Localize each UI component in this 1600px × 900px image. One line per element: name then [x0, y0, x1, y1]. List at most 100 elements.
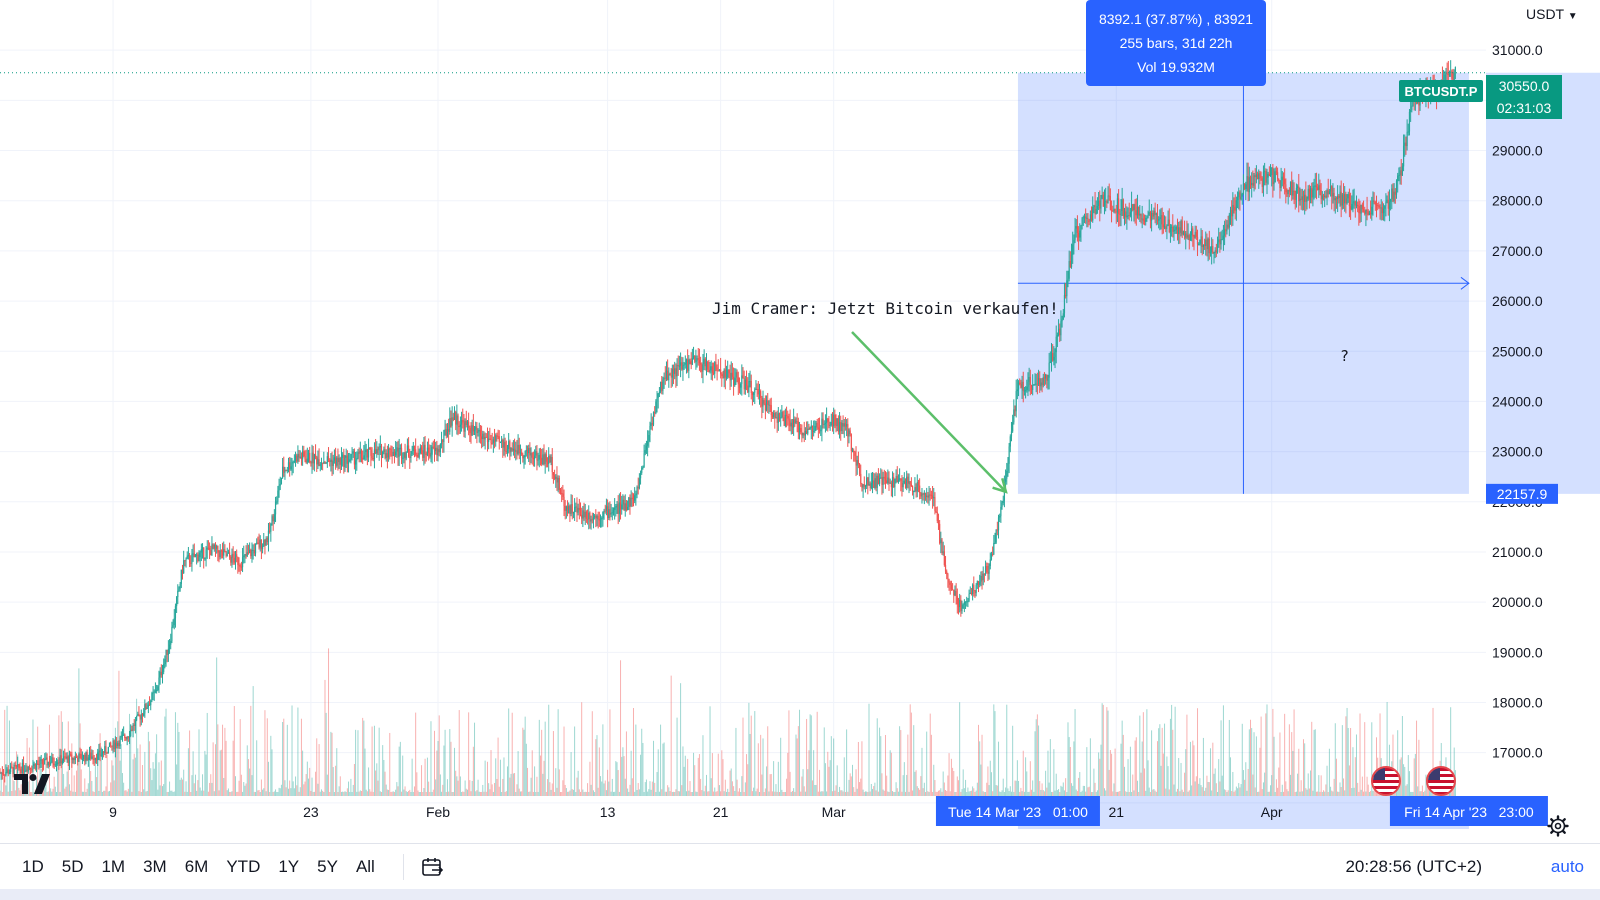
volume-bar [1234, 790, 1236, 796]
candle-body [884, 478, 887, 481]
time-axis[interactable]: 9 23 Feb 13 21 Mar 21 Apr [109, 804, 1283, 820]
candle-body [558, 477, 560, 491]
candle-body [217, 545, 219, 553]
chevron-down-icon: ▼ [1567, 11, 1578, 22]
volume-bar [1139, 715, 1141, 796]
volume-bar [558, 769, 560, 796]
volume-bar [764, 788, 766, 796]
candle-body [1289, 181, 1292, 192]
candle-body [1067, 278, 1069, 281]
volume-bar [1338, 791, 1340, 796]
auto-scale-toggle[interactable]: auto [1550, 857, 1584, 876]
volume-bar [948, 753, 950, 796]
candle-body [1125, 211, 1127, 218]
candle-body [319, 464, 321, 466]
us-flag-event-icon[interactable] [1426, 766, 1456, 796]
candle-body [1066, 280, 1068, 297]
price-chart[interactable]: Jim Cramer: Jetzt Bitcoin verkaufen! ? 8… [0, 0, 1600, 843]
candle-body [141, 714, 144, 716]
volume-bar [410, 792, 412, 796]
candle-body [601, 518, 603, 520]
volume-bar [888, 791, 890, 796]
volume-bar [1015, 780, 1017, 796]
candle-body [1387, 199, 1389, 209]
candle-body [1274, 171, 1276, 183]
clock-timezone[interactable]: 20:28:56 (UTC+2) [1345, 857, 1482, 876]
volume-bar [1018, 780, 1020, 796]
volume-bar [1271, 775, 1273, 796]
volume-bar [398, 746, 400, 796]
us-flag-event-icon[interactable] [1371, 766, 1401, 796]
candle-body [426, 447, 429, 455]
go-to-date-icon[interactable] [420, 855, 444, 879]
range-button-5y[interactable]: 5Y [317, 857, 338, 876]
volume-bar [1085, 791, 1087, 796]
candle-body [472, 425, 474, 432]
volume-bar [834, 790, 836, 796]
volume-bar [694, 765, 696, 796]
volume-bar [66, 771, 68, 796]
candle-body [1196, 236, 1199, 245]
candle-body [1004, 478, 1007, 482]
volume-bar [445, 791, 447, 796]
candle-body [180, 569, 182, 584]
volume-bar [280, 784, 282, 796]
candle-body [517, 444, 519, 454]
candle-body [830, 422, 832, 426]
candle-body [158, 677, 160, 687]
candle-body [444, 429, 446, 431]
volume-bar [501, 792, 503, 796]
candle-body [1179, 227, 1181, 233]
candle-body [306, 458, 308, 463]
volume-bar [384, 771, 386, 796]
range-button-3m[interactable]: 3M [143, 857, 167, 876]
candle-body [1281, 176, 1283, 181]
volume-bar [580, 791, 582, 796]
volume-bar [1335, 758, 1337, 796]
candle-body [725, 377, 728, 379]
range-button-ytd[interactable]: YTD [226, 857, 261, 876]
volume-bar [1109, 750, 1111, 796]
currency-selector[interactable]: USDT ▼ [1526, 6, 1578, 22]
range-button-1d[interactable]: 1D [22, 857, 44, 876]
volume-bar [1047, 750, 1049, 796]
candle-body [644, 450, 646, 454]
volume-bar [1320, 775, 1322, 796]
candle-body [824, 422, 827, 424]
price-axis[interactable]: 16000.017000.018000.019000.020000.021000… [1492, 42, 1543, 811]
volume-bar [841, 790, 843, 796]
range-button-5d[interactable]: 5D [61, 857, 84, 876]
candle-body [993, 542, 995, 555]
candle-body [796, 421, 798, 423]
volume-bar [319, 791, 321, 796]
range-button-all[interactable]: All [355, 857, 375, 876]
candle-body [280, 477, 283, 485]
question-mark-note[interactable]: ? [1340, 347, 1349, 365]
candle-body [213, 544, 215, 549]
candle-body [505, 451, 507, 453]
chart-annotation[interactable]: Jim Cramer: Jetzt Bitcoin verkaufen! [712, 299, 1059, 318]
volume-bar [350, 778, 352, 796]
volume-bar [441, 791, 443, 796]
volume-bar [328, 648, 330, 796]
candle-body [124, 734, 126, 739]
candle-body [785, 414, 788, 416]
volume-bar [166, 791, 168, 796]
volume-bar [870, 783, 872, 796]
volume-bar [1133, 790, 1135, 796]
candle-body [75, 757, 78, 759]
gear-icon[interactable] [1547, 815, 1569, 837]
volume-bar [658, 791, 660, 796]
candle-body [178, 588, 180, 591]
volume-bar [665, 791, 667, 796]
candle-body [717, 370, 719, 372]
range-button-1m[interactable]: 1M [101, 857, 126, 876]
volume-bar [645, 779, 647, 796]
candle-body [781, 412, 783, 418]
volume-bar [632, 708, 634, 796]
range-button-1y[interactable]: 1Y [278, 857, 300, 876]
range-button-6m[interactable]: 6M [184, 857, 209, 876]
volume-bar [1353, 787, 1355, 796]
candle-body [1158, 219, 1160, 221]
candle-body [747, 385, 749, 393]
